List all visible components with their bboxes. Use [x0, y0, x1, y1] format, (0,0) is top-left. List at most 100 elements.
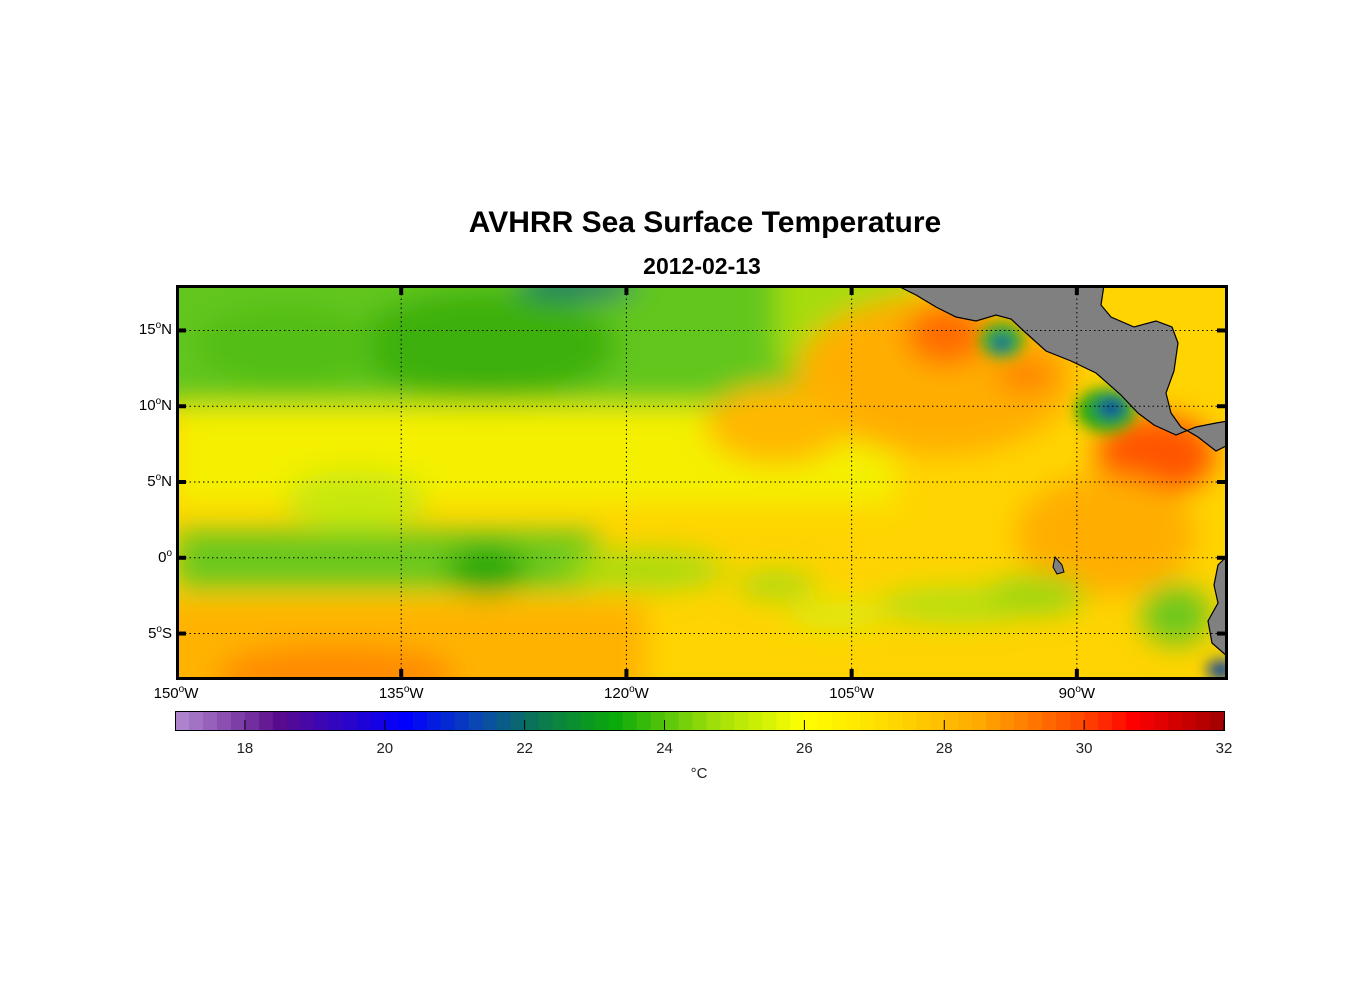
colorbar-swatch	[1126, 711, 1141, 731]
colorbar-swatch	[566, 711, 582, 731]
colorbar-tick-label: 18	[236, 740, 254, 757]
colorbar-tick-label: 26	[796, 740, 813, 757]
colorbar-swatch	[580, 711, 596, 731]
colorbar-swatch	[776, 711, 792, 731]
colorbar-swatch	[1028, 711, 1043, 731]
colorbar-swatch	[398, 711, 414, 731]
colorbar-swatch	[342, 711, 358, 731]
colorbar-swatch	[1196, 711, 1211, 731]
colorbar-swatch	[482, 711, 498, 731]
sst-map	[176, 285, 1228, 680]
colorbar-swatch	[454, 711, 470, 731]
colorbar-swatch	[692, 711, 708, 731]
colorbar-swatch	[944, 711, 959, 731]
colorbar-swatch	[972, 711, 987, 731]
colorbar-swatch	[468, 711, 484, 731]
colorbar-swatch	[832, 711, 847, 731]
colorbar-swatch	[202, 711, 218, 731]
colorbar-swatch	[1210, 711, 1225, 731]
colorbar-tick-label: 28	[935, 740, 953, 757]
colorbar-swatch	[1098, 711, 1113, 731]
y-tick-label: 10oN	[138, 396, 172, 415]
colorbar-swatch	[524, 711, 540, 731]
colorbar-swatch	[1014, 711, 1029, 731]
colorbar-swatch	[958, 711, 973, 731]
colorbar-tick-label: 30	[1075, 740, 1093, 757]
colorbar-tick-label: 32	[1215, 740, 1233, 757]
colorbar-swatch	[664, 711, 680, 731]
colorbar-swatch	[874, 711, 889, 731]
colorbar-swatch	[986, 711, 1001, 731]
x-tick-label: 90oW	[1058, 684, 1096, 702]
colorbar-swatch	[706, 711, 722, 731]
colorbar-swatch	[902, 711, 917, 731]
colorbar-swatch	[1154, 711, 1169, 731]
x-tick-label: 150oW	[153, 684, 199, 702]
colorbar-swatch	[1112, 711, 1127, 731]
colorbar-swatch	[1084, 711, 1099, 731]
y-tick-label: 5oN	[147, 472, 172, 490]
colorbar-swatch	[1042, 711, 1057, 731]
colorbar-swatch	[608, 711, 624, 731]
colorbar-swatch	[1070, 711, 1085, 731]
chart-title: AVHRR Sea Surface Temperature	[468, 206, 942, 239]
colorbar-swatch	[426, 711, 442, 731]
colorbar-swatch	[412, 711, 428, 731]
colorbar-tick-label: 24	[656, 740, 673, 757]
colorbar-swatch	[818, 711, 833, 731]
x-tick-label: 105oW	[829, 684, 875, 702]
colorbar-swatch	[748, 711, 764, 731]
colorbar-swatch	[384, 711, 400, 731]
colorbar-swatch	[1168, 711, 1183, 731]
x-tick-label: 135oW	[378, 684, 424, 702]
colorbar-swatch	[888, 711, 903, 731]
colorbar-swatch	[300, 711, 316, 731]
colorbar-swatch	[356, 711, 372, 731]
colorbar-swatch	[762, 711, 778, 731]
colorbar-swatch	[1000, 711, 1015, 731]
colorbar-swatch	[1140, 711, 1155, 731]
colorbar-swatch	[734, 711, 750, 731]
colorbar-swatch	[175, 711, 190, 731]
colorbar-swatch	[1056, 711, 1071, 731]
colorbar-swatch	[594, 711, 610, 731]
colorbar-swatch	[622, 711, 638, 731]
colorbar-tick-label: 22	[516, 740, 533, 757]
y-tick-label: 15oN	[138, 320, 172, 339]
colorbar-swatch	[496, 711, 512, 731]
colorbar-swatch	[510, 711, 526, 731]
x-tick-label: 120oW	[604, 684, 649, 702]
colorbar-swatch	[258, 711, 274, 731]
colorbar-swatch	[328, 711, 344, 731]
colorbar-swatch	[804, 711, 819, 731]
central-america-land	[895, 285, 1228, 452]
colorbar-swatch	[552, 711, 568, 731]
colorbar-swatch	[538, 711, 554, 731]
colorbar-swatch	[216, 711, 232, 731]
colorbar-swatch	[314, 711, 330, 731]
colorbar-swatch	[286, 711, 302, 731]
y-tick-label: 5oS	[148, 623, 172, 642]
colorbar-swatch	[916, 711, 931, 731]
colorbar-swatch	[1182, 711, 1197, 731]
colorbar-tick-label: 20	[376, 740, 394, 757]
map-frame	[176, 285, 1228, 680]
colorbar-swatch	[272, 711, 288, 731]
colorbar-swatch	[930, 711, 945, 731]
colorbar-swatch	[188, 711, 204, 731]
colorbar-swatch	[860, 711, 875, 731]
colorbar-swatch	[636, 711, 652, 731]
colorbar-swatch	[790, 711, 805, 731]
colorbar-swatch	[230, 711, 246, 731]
colorbar-swatch	[440, 711, 456, 731]
colorbar-swatch	[370, 711, 386, 731]
y-tick-label: 0o	[158, 547, 172, 566]
colorbar-unit: °C	[690, 765, 708, 782]
colorbar-swatch	[678, 711, 694, 731]
colorbar-swatch	[720, 711, 736, 731]
colorbar-swatch	[846, 711, 861, 731]
galapagos-island	[1052, 555, 1065, 575]
colorbar	[175, 711, 1225, 731]
colorbar-swatch	[244, 711, 260, 731]
colorbar-swatch	[650, 711, 666, 731]
